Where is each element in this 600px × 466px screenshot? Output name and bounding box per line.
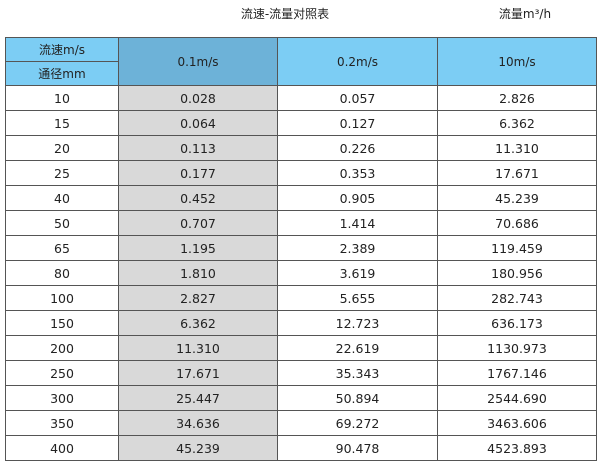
table-row: 40 0.452 0.905 45.239 xyxy=(5,185,597,211)
flow-cell: 3.619 xyxy=(277,260,438,286)
flow-cell: 17.671 xyxy=(437,160,597,186)
flow-cell: 0.057 xyxy=(277,85,438,111)
flow-cell: 1767.146 xyxy=(437,360,597,386)
column-header: 0.1m/s xyxy=(118,37,278,86)
diameter-cell: 10 xyxy=(5,85,119,111)
table-row: 50 0.707 1.414 70.686 xyxy=(5,210,597,236)
flow-cell: 4523.893 xyxy=(437,435,597,461)
flow-cell: 17.671 xyxy=(118,360,278,386)
table-row: 65 1.195 2.389 119.459 xyxy=(5,235,597,261)
diameter-cell: 15 xyxy=(5,110,119,136)
flow-cell: 25.447 xyxy=(118,385,278,411)
header-velocity-label: 流速m/s xyxy=(5,37,119,62)
flow-cell: 34.636 xyxy=(118,410,278,436)
flow-cell: 2.389 xyxy=(277,235,438,261)
flow-cell: 1.414 xyxy=(277,210,438,236)
flow-cell: 5.655 xyxy=(277,285,438,311)
flow-cell: 119.459 xyxy=(437,235,597,261)
table-row: 10 0.028 0.057 2.826 xyxy=(5,85,597,111)
flow-cell: 1.195 xyxy=(118,235,278,261)
flow-cell: 2.827 xyxy=(118,285,278,311)
diameter-cell: 100 xyxy=(5,285,119,311)
flow-cell: 636.173 xyxy=(437,310,597,336)
table-row: 20 0.113 0.226 11.310 xyxy=(5,135,597,161)
column-header: 10m/s xyxy=(437,37,597,86)
table-row: 150 6.362 12.723 636.173 xyxy=(5,310,597,336)
table-row: 80 1.810 3.619 180.956 xyxy=(5,260,597,286)
flow-cell: 6.362 xyxy=(118,310,278,336)
column-header: 0.2m/s xyxy=(277,37,438,86)
table-title: 流速-流量对照表 xyxy=(240,7,330,21)
diameter-cell: 80 xyxy=(5,260,119,286)
flow-cell: 1130.973 xyxy=(437,335,597,361)
flow-cell: 1.810 xyxy=(118,260,278,286)
flow-cell: 12.723 xyxy=(277,310,438,336)
flow-cell: 11.310 xyxy=(437,135,597,161)
flow-cell: 50.894 xyxy=(277,385,438,411)
flow-cell: 11.310 xyxy=(118,335,278,361)
flow-cell: 0.452 xyxy=(118,185,278,211)
table-row: 250 17.671 35.343 1767.146 xyxy=(5,360,597,386)
table-row: 300 25.447 50.894 2544.690 xyxy=(5,385,597,411)
flow-cell: 0.905 xyxy=(277,185,438,211)
table-row: 100 2.827 5.655 282.743 xyxy=(5,285,597,311)
diameter-cell: 200 xyxy=(5,335,119,361)
diameter-cell: 300 xyxy=(5,385,119,411)
flow-cell: 35.343 xyxy=(277,360,438,386)
flow-cell: 180.956 xyxy=(437,260,597,286)
unit-label: 流量m³/h xyxy=(498,7,552,21)
diameter-cell: 50 xyxy=(5,210,119,236)
flow-cell: 3463.606 xyxy=(437,410,597,436)
diameter-cell: 250 xyxy=(5,360,119,386)
flow-rate-table: 流速m/s 0.1m/s 0.2m/s 10m/s 通径mm 10 0.028 0.… xyxy=(5,37,597,461)
header-row: 通径mm xyxy=(5,61,597,86)
flow-cell: 0.707 xyxy=(118,210,278,236)
diameter-cell: 350 xyxy=(5,410,119,436)
flow-cell: 0.113 xyxy=(118,135,278,161)
table-row: 200 11.310 22.619 1130.973 xyxy=(5,335,597,361)
header-row: 流速m/s 0.1m/s 0.2m/s 10m/s xyxy=(5,37,597,86)
diameter-cell: 20 xyxy=(5,135,119,161)
diameter-cell: 150 xyxy=(5,310,119,336)
flow-cell: 90.478 xyxy=(277,435,438,461)
diameter-cell: 40 xyxy=(5,185,119,211)
flow-cell: 0.353 xyxy=(277,160,438,186)
table-row: 25 0.177 0.353 17.671 xyxy=(5,160,597,186)
flow-cell: 282.743 xyxy=(437,285,597,311)
flow-cell: 0.177 xyxy=(118,160,278,186)
diameter-cell: 400 xyxy=(5,435,119,461)
table-row: 15 0.064 0.127 6.362 xyxy=(5,110,597,136)
table-row: 400 45.239 90.478 4523.893 xyxy=(5,435,597,461)
flow-cell: 45.239 xyxy=(437,185,597,211)
flow-cell: 0.127 xyxy=(277,110,438,136)
flow-cell: 0.064 xyxy=(118,110,278,136)
flow-cell: 2544.690 xyxy=(437,385,597,411)
header-diameter-label: 通径mm xyxy=(5,61,119,86)
table-row: 350 34.636 69.272 3463.606 xyxy=(5,410,597,436)
flow-cell: 6.362 xyxy=(437,110,597,136)
flow-cell: 0.028 xyxy=(118,85,278,111)
flow-cell: 45.239 xyxy=(118,435,278,461)
flow-cell: 69.272 xyxy=(277,410,438,436)
flow-cell: 0.226 xyxy=(277,135,438,161)
flow-cell: 2.826 xyxy=(437,85,597,111)
diameter-cell: 25 xyxy=(5,160,119,186)
flow-cell: 70.686 xyxy=(437,210,597,236)
flow-cell: 22.619 xyxy=(277,335,438,361)
diameter-cell: 65 xyxy=(5,235,119,261)
